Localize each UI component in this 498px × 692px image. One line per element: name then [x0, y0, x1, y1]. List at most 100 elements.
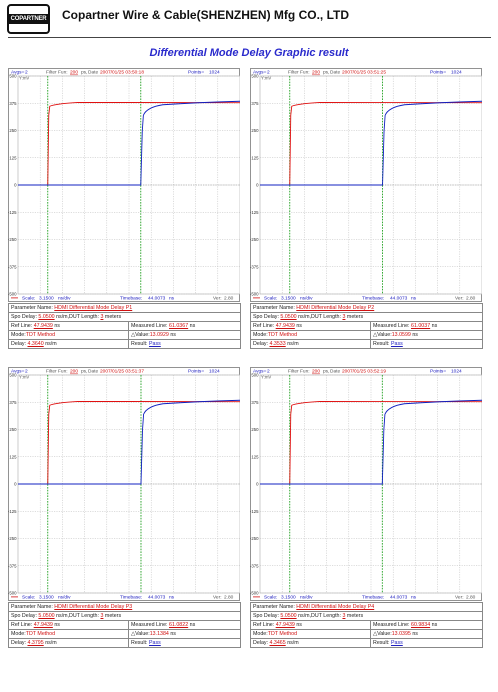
filter-value: 200 — [70, 369, 78, 375]
measured-waveform — [260, 399, 482, 485]
avgs-value: 2 — [25, 70, 28, 76]
param-name-value: HDMI Differential Mode Delay P4 — [296, 604, 375, 610]
meas-label: Measured Line: — [131, 622, 168, 628]
delay-cell: Delay: 4.3465 ns/m — [250, 638, 371, 648]
measurement-table: Parameter Name: HDMI Differential Mode D… — [8, 303, 241, 349]
delay-value: 4.3640 — [27, 341, 44, 347]
date-value: 2007/01/25 03:51:37 — [100, 369, 144, 375]
points-label: Points= — [188, 70, 204, 76]
value-label: Value: — [135, 631, 150, 637]
reference-waveform — [260, 400, 482, 485]
scale-label: Scale: — [264, 296, 277, 302]
measured-line-value: 61.0822 — [169, 622, 189, 628]
filter-label: Filter Fun: — [288, 369, 310, 375]
value-cell: △Value:13.0599 ns — [370, 330, 483, 340]
ps-label: ps, — [323, 71, 329, 76]
meas-cell: Measured Line: 61.0367 ns — [128, 321, 241, 331]
y-tick-label: -375 — [250, 563, 259, 568]
table-row: Mode:TDT Method △Value:13.1384 ns — [8, 629, 241, 639]
y-tick-label: -125 — [250, 210, 259, 215]
param-cell: Parameter Name: HDMI Differential Mode D… — [8, 303, 241, 313]
delta-icon: △ — [373, 332, 378, 338]
table-row: Parameter Name: HDMI Differential Mode D… — [250, 303, 483, 313]
y-tick-label: 375 — [251, 400, 259, 405]
scale-value: 3.1500 — [39, 296, 54, 302]
table-row: Spo Delay: 5.0500 ns/m,DUT Length: 3 met… — [8, 611, 241, 621]
measured-waveform — [18, 100, 240, 186]
ref-label: Ref Line: — [11, 622, 33, 628]
y-tick-label: 250 — [251, 128, 259, 133]
ref-label: Ref Line: — [253, 622, 275, 628]
param-label: Parameter Name: — [11, 305, 53, 311]
y-tick-label: 250 — [251, 427, 259, 432]
param-cell: Parameter Name: HDMI Differential Mode D… — [250, 602, 483, 612]
table-row: Parameter Name: HDMI Differential Mode D… — [8, 303, 241, 313]
mode-value: TDT Method — [267, 631, 298, 637]
mode-value: TDT Method — [25, 631, 56, 637]
filter-value: 200 — [312, 369, 320, 375]
ns-unit: ns — [189, 323, 196, 329]
y-tick-label: 250 — [9, 427, 17, 432]
ref-line-value: 47.9439 — [275, 323, 295, 329]
result-cell: Result: Pass — [128, 339, 241, 349]
ps-label: ps, — [81, 71, 87, 76]
spo-delay-value: 5.0500 — [38, 613, 55, 619]
y-tick-label: 0 — [256, 183, 259, 188]
dut-length-value: 3 — [100, 314, 104, 320]
date-label: Date — [88, 369, 98, 375]
table-row: Ref Line: 47.9439 ns Measured Line: 61.03… — [8, 321, 241, 331]
version-value: 2.80 — [466, 296, 476, 302]
table-row: Delay: 4.3533 ns/m Result: Pass — [250, 339, 483, 349]
date-label: Date — [330, 369, 340, 375]
value-label: Value: — [377, 332, 392, 338]
scale-unit: ns/div — [300, 296, 313, 302]
param-cell: Parameter Name: HDMI Differential Mode D… — [250, 303, 483, 313]
delta-value: 13.1384 — [149, 631, 169, 637]
param-label: Parameter Name: — [253, 604, 295, 610]
ns-unit: ns — [296, 622, 302, 628]
timebase-value: 44.0073 — [390, 296, 408, 302]
y-tick-label: 0 — [256, 482, 259, 487]
mode-cell: Mode:TDT Method — [250, 629, 371, 639]
y-tick-label: 375 — [9, 400, 17, 405]
mode-cell: Mode:TDT Method — [8, 330, 129, 340]
delay-unit: ns/m — [45, 640, 57, 646]
ns-unit: ns — [189, 622, 196, 628]
mode-cell: Mode:TDT Method — [250, 330, 371, 340]
y-tick-label: -375 — [8, 264, 17, 269]
param-name-value: HDMI Differential Mode Delay P2 — [296, 305, 375, 311]
meters-label: meters — [346, 613, 364, 619]
value-label: Value: — [135, 332, 150, 338]
result-value: Pass — [148, 640, 161, 646]
spo-unit: ns/m,DUT Length: — [298, 314, 341, 320]
spo-cell: Spo Delay: 5.0500 ns/m,DUT Length: 3 met… — [8, 611, 241, 621]
version-value: 2.80 — [224, 595, 234, 601]
scale-value: 3.1500 — [281, 296, 296, 302]
points-value: 1024 — [209, 369, 220, 375]
y-tick-label: 125 — [251, 454, 259, 459]
y-tick-label: 500 — [251, 74, 259, 79]
ref-cell: Ref Line: 47.9439 ns — [8, 321, 129, 331]
timebase-label: Timebase: — [120, 595, 142, 601]
date-label: Date — [88, 70, 98, 76]
waveform-chart: 500 375 250 125 0 -125 -250 -375 -500 Avgs= 2 Filte… — [250, 367, 482, 601]
header-divider — [8, 37, 491, 38]
result-label: Result: — [373, 640, 390, 646]
avgs-value: 2 — [267, 369, 270, 375]
timebase-unit: ns — [411, 596, 417, 601]
timebase-unit: ns — [169, 297, 175, 302]
y-tick-label: -500 — [250, 591, 259, 596]
ns-unit: ns — [170, 332, 176, 338]
scale-value: 3.1500 — [281, 595, 296, 601]
measured-waveform — [260, 100, 482, 186]
scale-unit: ns/div — [58, 595, 71, 601]
mode-value: TDT Method — [25, 332, 56, 338]
meters-label: meters — [104, 314, 122, 320]
measurement-table: Parameter Name: HDMI Differential Mode D… — [250, 602, 483, 648]
reference-waveform — [260, 101, 482, 186]
table-row: Mode:TDT Method △Value:13.0929 ns — [8, 330, 241, 340]
points-value: 1024 — [451, 369, 462, 375]
avgs-label: Avgs= — [253, 369, 267, 375]
y-tick-label: -375 — [250, 264, 259, 269]
y-tick-label: 125 — [9, 155, 17, 160]
